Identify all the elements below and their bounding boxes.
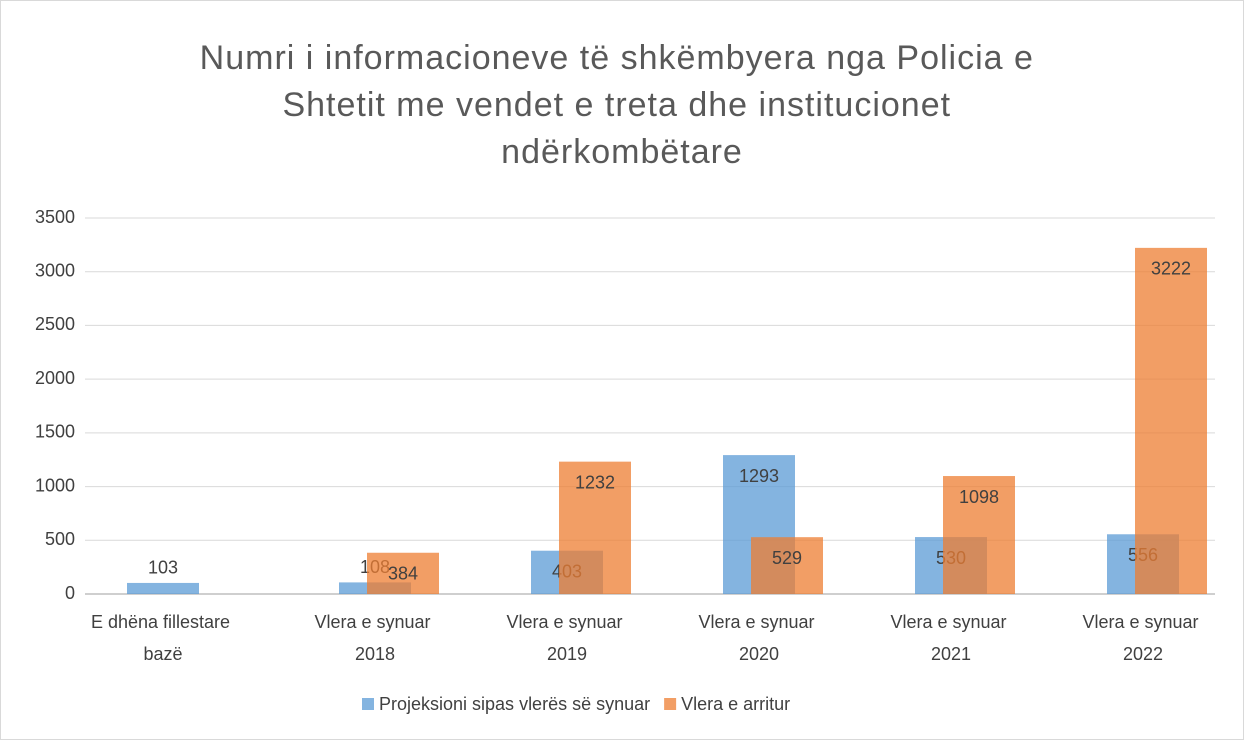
value-label: 1293 [739,466,779,486]
value-label: 1098 [959,487,999,507]
y-tick-label: 2000 [35,368,75,388]
y-tick-label: 1500 [35,422,75,442]
value-label: 3222 [1151,259,1191,279]
bar [559,461,631,594]
legend-label: Vlera e arritur [681,694,790,714]
x-tick-label: Vlera e synuar 2022 [1082,612,1203,664]
y-tick-label: 3000 [35,260,75,280]
value-label: 1232 [575,472,615,492]
legend-swatch [664,698,677,710]
y-tick-label: 500 [45,529,75,549]
chart-title: Numri i informacioneve të shkëmbyera nga… [200,39,1045,171]
x-tick-label: Vlera e synuar 2018 [314,612,435,664]
x-tick-label: Vlera e synuar 2021 [890,612,1011,664]
value-label: 103 [148,558,178,578]
bar [367,552,439,594]
bar [751,537,823,594]
legend-label: Projeksioni sipas vlerës së synuar [379,694,650,714]
y-tick-label: 1000 [35,475,75,495]
bar [1135,247,1207,594]
x-tick-label: E dhëna fillestare bazë [91,612,235,664]
x-tick-label: Vlera e synuar 2020 [698,612,819,664]
y-tick-label: 2500 [35,314,75,334]
legend-swatch [362,698,374,710]
bar [943,476,1015,594]
value-label: 384 [388,563,418,583]
y-tick-label: 3500 [35,207,75,227]
y-tick-label: 0 [65,583,75,603]
x-tick-label: Vlera e synuar 2019 [506,612,627,664]
value-label: 529 [772,548,802,568]
bar [127,582,199,594]
